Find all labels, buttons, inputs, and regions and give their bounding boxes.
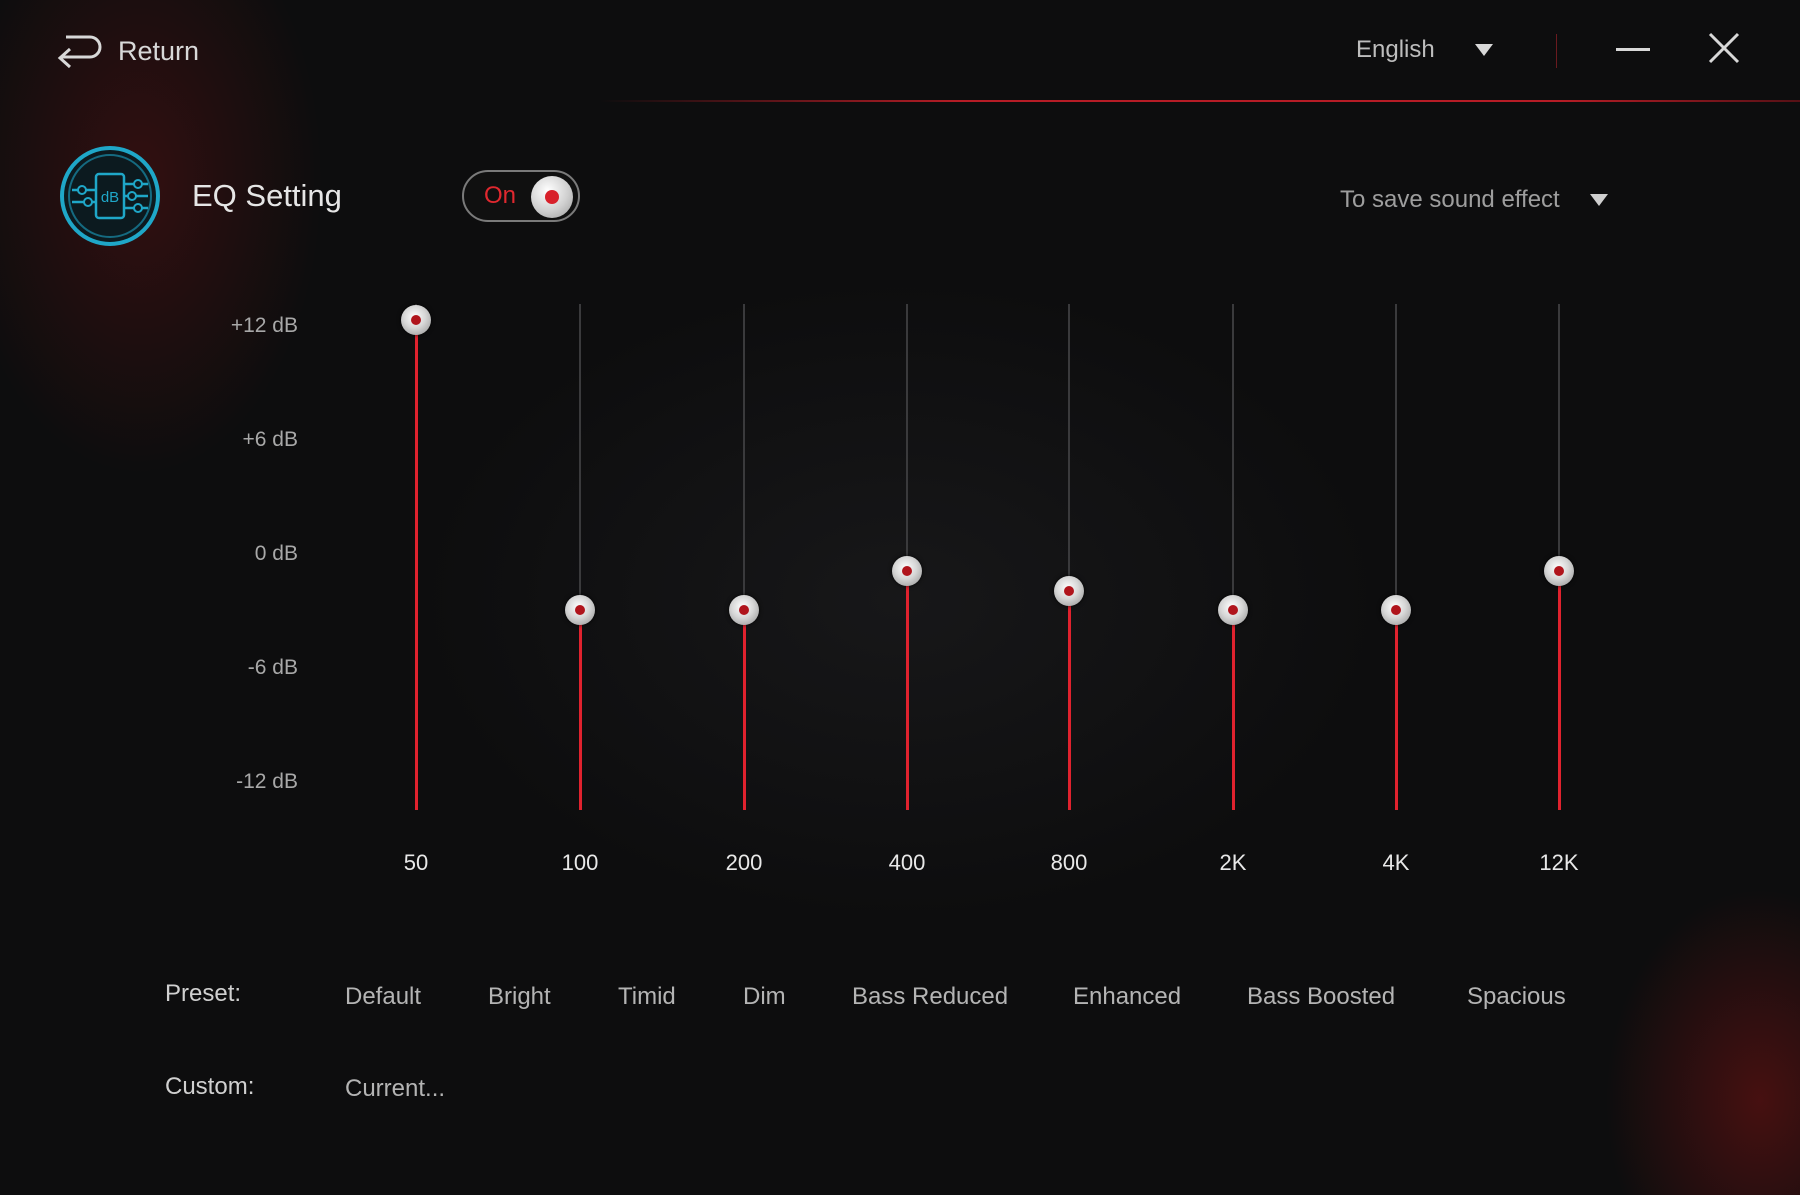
eq-slider-handle[interactable] <box>401 305 431 335</box>
return-button[interactable]: Return <box>56 28 199 74</box>
minimize-button[interactable] <box>1612 30 1656 70</box>
eq-slider-fill <box>578 610 582 810</box>
eq-slider-fill <box>742 610 746 810</box>
eq-slider-fill <box>905 571 909 810</box>
eq-frequency-label: 400 <box>888 850 926 875</box>
eq-slider-handle[interactable] <box>1381 595 1411 625</box>
eq-slider-fill <box>1557 571 1561 810</box>
eq-slider-handle[interactable] <box>729 595 759 625</box>
eq-slider-handle[interactable] <box>1218 595 1248 625</box>
save-sound-effect-dropdown[interactable]: To save sound effect <box>1340 182 1608 218</box>
eq-slider-fill <box>1067 590 1071 810</box>
return-arrow-icon <box>57 35 102 69</box>
language-dropdown[interactable]: English <box>1356 30 1493 70</box>
preset-option[interactable]: Spacious <box>1467 983 1566 1010</box>
preset-option[interactable]: Default <box>345 983 422 1010</box>
eq-slider-handle[interactable] <box>1054 575 1084 606</box>
eq-slider-handle[interactable] <box>565 595 595 625</box>
eq-slider-fill <box>1231 610 1235 810</box>
close-icon <box>1708 32 1740 64</box>
toggle-knob <box>531 176 573 218</box>
eq-slider-handle[interactable] <box>1544 556 1574 587</box>
custom-option[interactable]: Current... <box>345 1075 446 1102</box>
db-scale-label: +6 dB <box>242 428 298 451</box>
db-scale-label: 0 dB <box>254 542 298 565</box>
eq-slider-fill <box>414 320 418 810</box>
caret-down-icon <box>1589 194 1608 206</box>
eq-frequency-label: 800 <box>1050 850 1088 875</box>
minimize-icon <box>1616 48 1650 51</box>
preset-option[interactable]: Bright <box>488 983 551 1010</box>
preset-option[interactable]: Timid <box>618 983 676 1010</box>
preset-option[interactable]: Bass Reduced <box>852 983 1009 1010</box>
db-scale-label: -12 dB <box>236 770 298 793</box>
eq-slider-track[interactable] <box>579 304 581 810</box>
language-label: English <box>1356 36 1435 63</box>
eq-slider-track[interactable] <box>1395 304 1397 810</box>
preset-option[interactable]: Enhanced <box>1073 983 1182 1010</box>
db-scale-label: -6 dB <box>247 656 298 679</box>
eq-toggle[interactable]: On <box>462 170 580 222</box>
eq-slider-track[interactable] <box>1232 304 1234 810</box>
eq-slider-track[interactable] <box>743 304 745 810</box>
caret-down-icon <box>1474 44 1493 56</box>
eq-frequency-label: 200 <box>725 850 763 875</box>
eq-slider-track[interactable] <box>1068 304 1070 810</box>
custom-row-label: Custom: <box>165 1073 255 1100</box>
save-sound-effect-label: To save sound effect <box>1340 186 1560 213</box>
header-separator <box>1556 34 1557 68</box>
close-button[interactable] <box>1704 28 1744 68</box>
preset-option[interactable]: Bass Boosted <box>1247 983 1396 1010</box>
eq-slider-fill <box>1394 610 1398 810</box>
preset-row-label: Preset: <box>165 980 242 1007</box>
eq-frequency-label: 50 <box>403 850 429 875</box>
eq-slider-handle[interactable] <box>892 556 922 587</box>
db-icon-text: dB <box>101 189 119 206</box>
db-scale-label: +12 dB <box>230 314 298 337</box>
preset-option[interactable]: Dim <box>743 983 786 1010</box>
eq-frequency-label: 4K <box>1382 850 1410 875</box>
eq-frequency-label: 2K <box>1219 850 1247 875</box>
eq-frequency-label: 12K <box>1539 850 1579 875</box>
db-equalizer-icon: dB <box>60 146 160 246</box>
eq-frequency-label: 100 <box>561 850 599 875</box>
header-divider <box>600 100 1800 102</box>
return-label: Return <box>118 35 200 66</box>
toggle-label: On <box>484 182 517 209</box>
eq-title: EQ Setting <box>192 178 342 213</box>
